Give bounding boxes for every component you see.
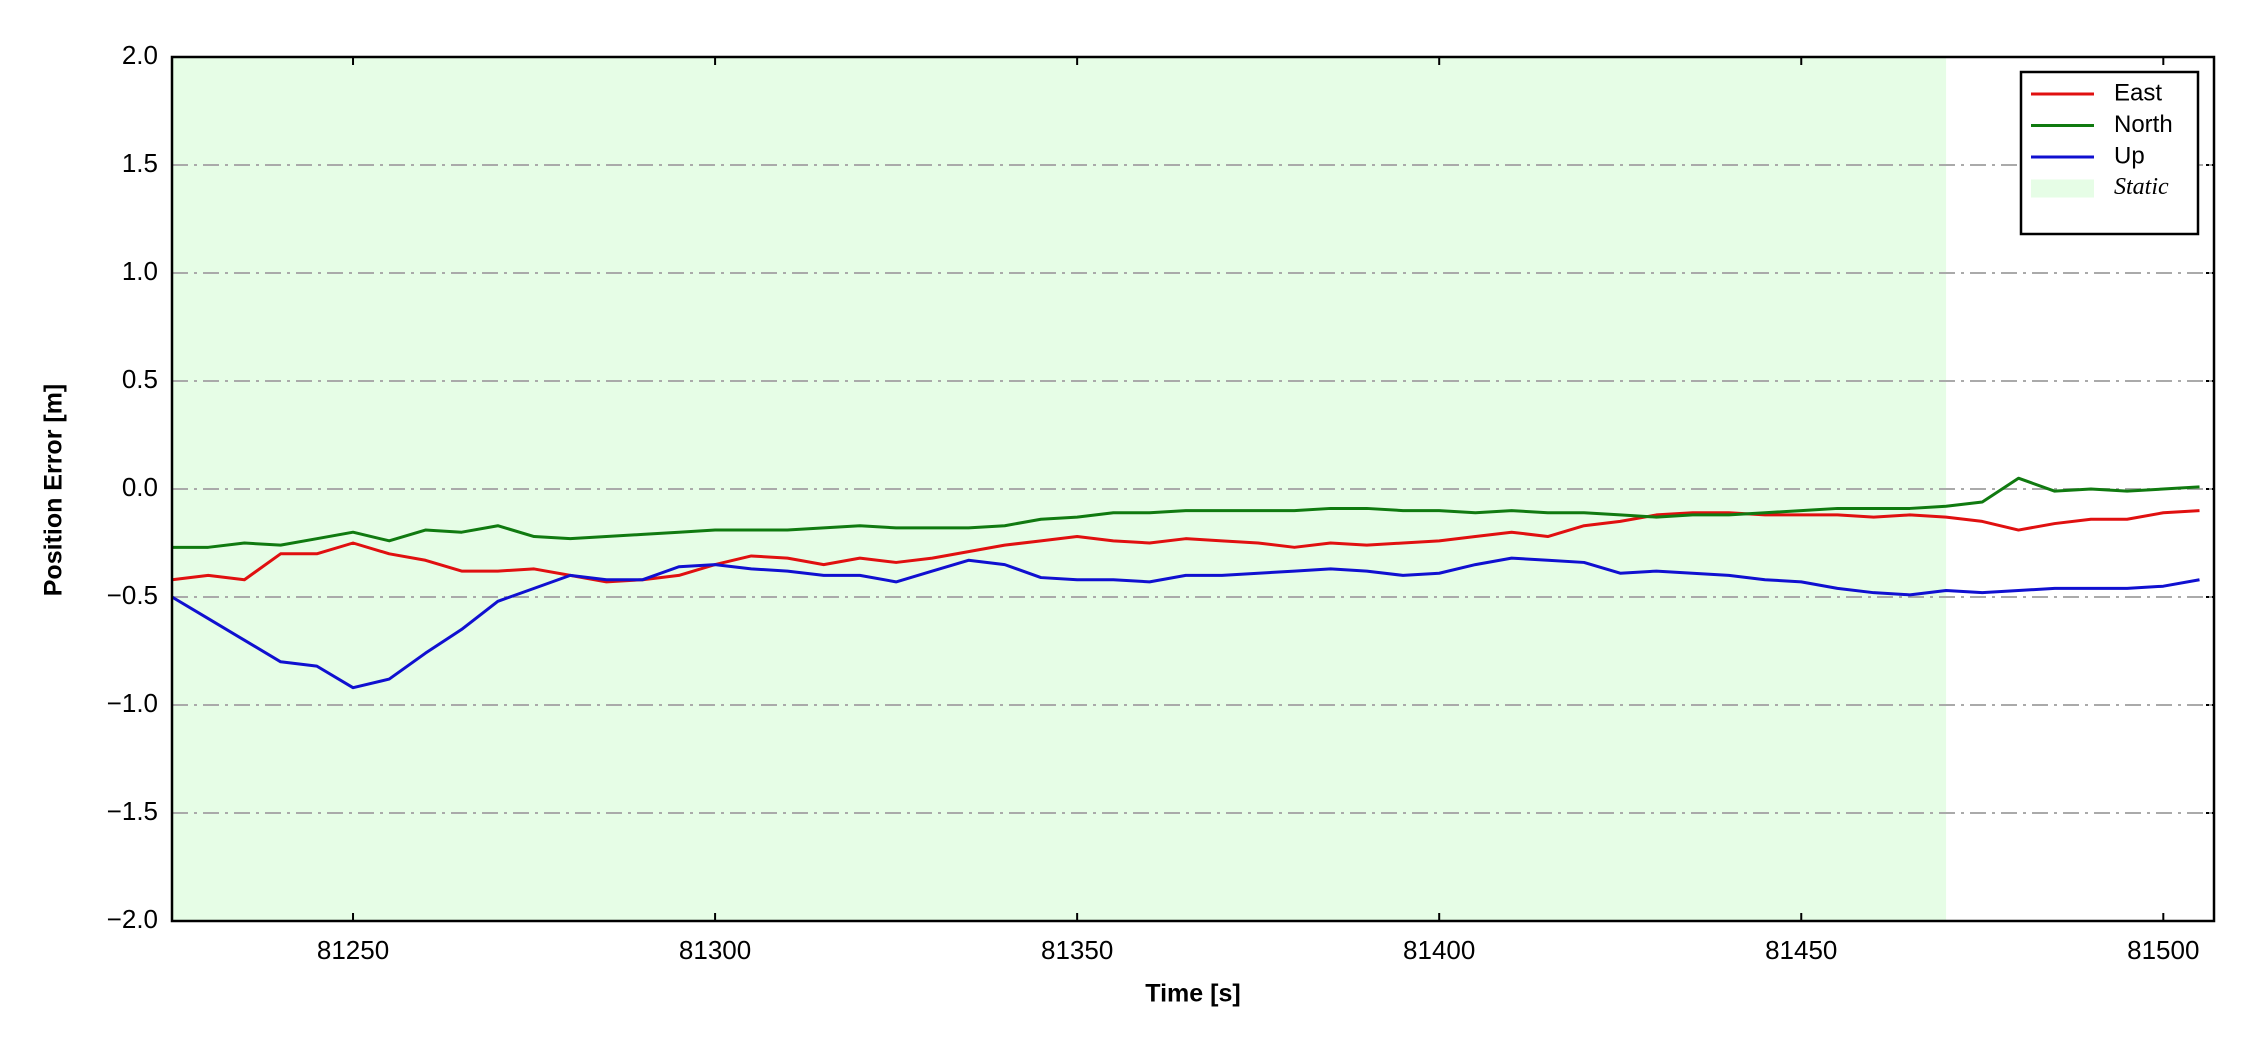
x-tick-label: 81300 — [679, 935, 751, 965]
y-tick-label: 0.5 — [122, 364, 158, 394]
x-tick-label: 81350 — [1041, 935, 1113, 965]
x-tick-label: 81400 — [1403, 935, 1475, 965]
x-tick-label: 81250 — [317, 935, 389, 965]
line-series — [171, 556, 2200, 690]
legend-label: Static — [2114, 174, 2169, 200]
y-tick-label: −1.5 — [107, 796, 158, 826]
static-span — [172, 57, 1947, 921]
y-tick-label: 0.0 — [122, 472, 158, 502]
legend-label: East — [2114, 79, 2162, 106]
y-tick-label: −2.0 — [107, 904, 158, 934]
line-series — [171, 509, 2200, 584]
y-tick-label: 1.5 — [122, 148, 158, 178]
y-tick-label: −1.0 — [107, 688, 158, 718]
line-series — [172, 476, 2200, 549]
legend-swatch — [2031, 179, 2094, 198]
x-tick-label: 81500 — [2127, 935, 2199, 965]
x-tick-label: 81450 — [1765, 935, 1837, 965]
legend-box — [2019, 70, 2200, 236]
x-axis-title: Time [s] — [1145, 980, 1240, 1008]
y-tick-label: 2.0 — [122, 40, 158, 70]
plot-frame — [170, 55, 2216, 923]
legend-label: North — [2114, 111, 2173, 138]
legend-label: Up — [2114, 142, 2145, 169]
y-axis-title: Position Error [m] — [40, 384, 68, 597]
y-tick-label: 1.0 — [122, 256, 158, 286]
y-tick-label: −0.5 — [107, 580, 158, 610]
